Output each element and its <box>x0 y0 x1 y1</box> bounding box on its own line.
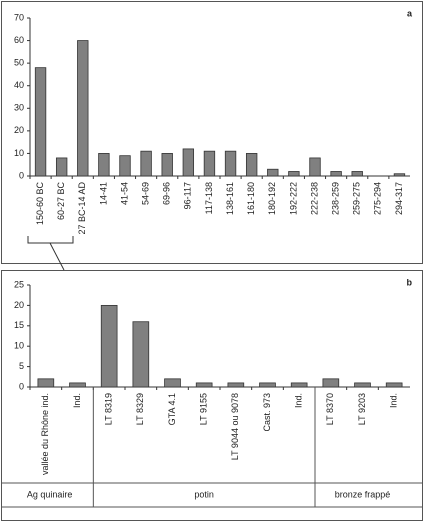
bar <box>132 321 150 388</box>
bar <box>100 304 118 388</box>
x-tick-label: 259-275 <box>352 182 362 215</box>
x-tick-label: LT 9203 <box>357 393 367 425</box>
bar <box>309 157 321 177</box>
bar <box>245 153 258 177</box>
x-tick-label: 60-27 BC <box>56 182 66 221</box>
group-label: potin <box>194 489 214 499</box>
bar <box>34 67 47 177</box>
x-tick-label: Ind. <box>389 393 399 408</box>
bar <box>37 378 55 388</box>
bar <box>224 150 237 177</box>
panel-a-frame <box>1 1 423 264</box>
bar <box>69 382 86 388</box>
bar <box>161 153 173 177</box>
y-tick-label: 20 <box>14 300 24 310</box>
bar <box>290 382 308 388</box>
bar <box>288 171 300 177</box>
x-tick-label: 27 BC-14 AD <box>77 182 87 235</box>
x-tick-label: 69-96 <box>162 182 172 205</box>
x-tick-label: 161-180 <box>246 182 256 215</box>
bar <box>55 157 68 177</box>
y-tick-label: 60 <box>14 35 24 45</box>
x-tick-label: 222-238 <box>309 182 319 215</box>
x-tick-label: Ind. <box>72 393 82 408</box>
bar <box>195 382 213 388</box>
x-tick-label: LT 9155 <box>199 393 209 425</box>
bar <box>259 382 276 388</box>
x-tick-label: 294-317 <box>394 182 404 215</box>
x-tick-label: LT 8329 <box>135 393 145 425</box>
bracket <box>27 236 74 271</box>
x-tick-label: vallée du Rhône ind. <box>40 393 50 475</box>
bar <box>354 382 371 388</box>
y-tick-label: 20 <box>14 125 24 135</box>
bar <box>330 171 342 177</box>
x-tick-label: LT 9044 ou 9078 <box>230 393 240 460</box>
x-tick-label: Cast. 973 <box>262 393 272 432</box>
y-tick-label: 0 <box>19 381 24 391</box>
panel-label: b <box>407 277 413 287</box>
group-label: Ag quinaire <box>27 489 73 499</box>
y-tick-label: 50 <box>14 58 24 68</box>
y-tick-label: 10 <box>14 341 24 351</box>
bar <box>164 378 181 388</box>
bar <box>227 382 245 388</box>
x-tick-label: 14-41 <box>98 182 108 205</box>
x-tick-label: 41-54 <box>119 182 129 205</box>
bar <box>98 153 110 177</box>
x-tick-label: 54-69 <box>140 182 150 205</box>
y-tick-label: 0 <box>19 170 24 180</box>
y-tick-label: 5 <box>19 361 24 371</box>
x-tick-label: 275-294 <box>373 182 383 215</box>
y-tick-label: 40 <box>14 80 24 90</box>
x-tick-label: Ind. <box>294 393 304 408</box>
x-tick-label: 138-161 <box>225 182 235 215</box>
group-label: bronze frappé <box>335 489 391 499</box>
y-tick-label: 15 <box>14 320 24 330</box>
bar <box>203 150 216 177</box>
panel-label: a <box>407 8 413 18</box>
bar <box>351 171 363 177</box>
y-tick-label: 10 <box>14 148 24 158</box>
bar <box>393 173 406 177</box>
bar <box>77 40 89 177</box>
bar <box>119 155 131 177</box>
x-tick-label: 117-138 <box>204 182 214 214</box>
y-tick-label: 70 <box>14 12 24 22</box>
bar <box>385 382 403 388</box>
x-tick-label: 192-222 <box>288 182 298 215</box>
bar <box>140 150 152 177</box>
x-tick-label: 96-117 <box>183 182 193 209</box>
x-tick-label: 150-60 BC <box>35 182 45 226</box>
x-tick-label: LT 8319 <box>104 393 114 425</box>
x-tick-label: GTA 4.1 <box>167 393 177 425</box>
x-tick-label: 180-192 <box>267 182 277 215</box>
bar <box>182 148 195 177</box>
x-tick-label: LT 8370 <box>325 393 335 425</box>
panel-b-frame <box>1 270 423 521</box>
x-tick-label: 238-259 <box>330 182 340 215</box>
bar <box>322 378 340 388</box>
y-tick-label: 30 <box>14 103 24 113</box>
bar <box>267 168 279 177</box>
y-tick-label: 25 <box>14 279 24 289</box>
